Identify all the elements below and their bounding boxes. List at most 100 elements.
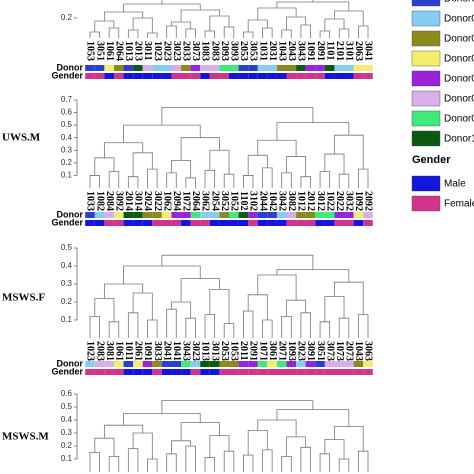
dendrogram-link <box>204 169 216 188</box>
gender-cell <box>334 369 345 375</box>
leaf-label: 3101 <box>344 41 355 61</box>
leaf-label: 2071 <box>276 341 287 361</box>
dendrogram-link <box>319 171 331 188</box>
legend-swatch <box>411 50 441 67</box>
dendrogram-link <box>319 453 331 472</box>
dendrogram-link <box>166 172 177 188</box>
donor-cell <box>200 65 210 71</box>
y-tick-label: 0.1 <box>61 315 73 324</box>
donor-cell <box>190 361 201 367</box>
dendrogram-link <box>161 400 314 414</box>
donor-cell <box>181 65 191 71</box>
leaf-label: 1071 <box>257 341 268 361</box>
dendrogram-link <box>147 319 158 338</box>
donor-cell <box>248 212 258 218</box>
leaf-label: 3033 <box>152 341 163 361</box>
dendrogram-link <box>180 278 220 302</box>
donor-cell <box>209 361 220 367</box>
donor-cell <box>171 361 182 367</box>
dendrogram-link <box>300 176 311 188</box>
dendrogram-link <box>286 436 307 457</box>
leaf-label: 2043 <box>286 41 297 61</box>
gender-cell <box>315 73 325 79</box>
dendrogram-link <box>247 294 268 320</box>
gender-cell <box>286 73 297 79</box>
gender-cell <box>267 369 277 375</box>
dendrogram-link <box>262 319 273 338</box>
dendrogram-link <box>334 281 364 315</box>
strip-label: Donor <box>57 209 84 219</box>
dendrogram-link <box>127 448 139 472</box>
dendrogram-link <box>103 11 144 21</box>
strip-label: Donor <box>57 62 84 72</box>
leaf-label: 2061 <box>133 341 144 361</box>
y-tick-label: 0.2 <box>61 441 73 450</box>
leaf-label: 3093 <box>228 41 239 61</box>
leaf-label: 2094 <box>171 191 182 211</box>
strip-label: Gender <box>51 70 83 80</box>
dendrogram-link <box>262 27 273 38</box>
dendrogram-link <box>209 435 230 458</box>
donor-cell <box>142 361 153 367</box>
gender-cell <box>334 73 345 79</box>
leaf-label: 2014 <box>123 191 134 211</box>
y-tick-label: 0.4 <box>61 261 73 270</box>
dendrogram-link <box>123 124 201 143</box>
legend-swatch <box>411 110 441 127</box>
dendrogram-link <box>127 176 139 188</box>
gender-cell <box>344 220 354 226</box>
dendrogram-link <box>127 29 139 38</box>
leaf-label: 1061 <box>113 341 124 361</box>
donor-cell <box>123 361 134 367</box>
gender-cell <box>94 73 105 79</box>
donor-cell <box>113 361 124 367</box>
leaf-label: 1031 <box>257 41 268 61</box>
leaf-label: 3091 <box>305 341 316 361</box>
gender-cell <box>315 369 325 375</box>
gender-cell <box>248 73 258 79</box>
donor-cell <box>344 361 354 367</box>
donor-cell <box>133 361 143 367</box>
gender-cell <box>363 220 373 226</box>
dendrogram-link <box>281 29 292 38</box>
dendrogram-link <box>286 299 307 317</box>
donor-cell <box>181 212 191 218</box>
dendrogram-link <box>185 177 196 188</box>
leaf-label: 2011 <box>238 341 249 360</box>
leaf-label: 2053 <box>238 41 249 61</box>
dendrogram-link <box>223 450 235 472</box>
donor-cell <box>229 212 239 218</box>
donor-cell <box>324 361 335 367</box>
leaf-label: 1091 <box>142 341 153 361</box>
gender-cell <box>181 73 191 79</box>
gender-cell <box>324 73 335 79</box>
dendrogram-link <box>247 154 268 176</box>
leaf-label: 3051 <box>94 41 105 61</box>
dendrogram-link <box>324 153 345 175</box>
dendrogram-link <box>94 437 115 457</box>
gender-cell <box>209 220 220 226</box>
gender-cell <box>344 73 354 79</box>
leaf-label: 3043 <box>296 41 307 61</box>
donor-cell <box>104 212 114 218</box>
legend-label: Donor08 <box>444 94 474 105</box>
donor-cell <box>104 361 114 367</box>
dendrogram-link <box>89 175 100 188</box>
donor-cell <box>267 361 277 367</box>
leaf-label: 3052 <box>219 191 230 211</box>
y-tick-label: 0.6 <box>61 108 73 117</box>
dendrogram-link <box>166 25 177 38</box>
legend-swatch <box>411 10 441 27</box>
panel-title: MSWS.M <box>2 431 49 443</box>
dendrogram-link <box>223 323 235 338</box>
leaf-label: 1043 <box>353 341 364 361</box>
dendrogram-link <box>338 173 350 188</box>
dendrogram-link <box>358 168 369 188</box>
dendrogram-link <box>147 458 158 472</box>
donor-cell <box>94 361 105 367</box>
dendrogram-link <box>286 156 307 177</box>
leaf-label: 2023 <box>161 41 172 61</box>
dendrogram-link <box>108 321 120 338</box>
dendrogram-link <box>242 31 254 38</box>
